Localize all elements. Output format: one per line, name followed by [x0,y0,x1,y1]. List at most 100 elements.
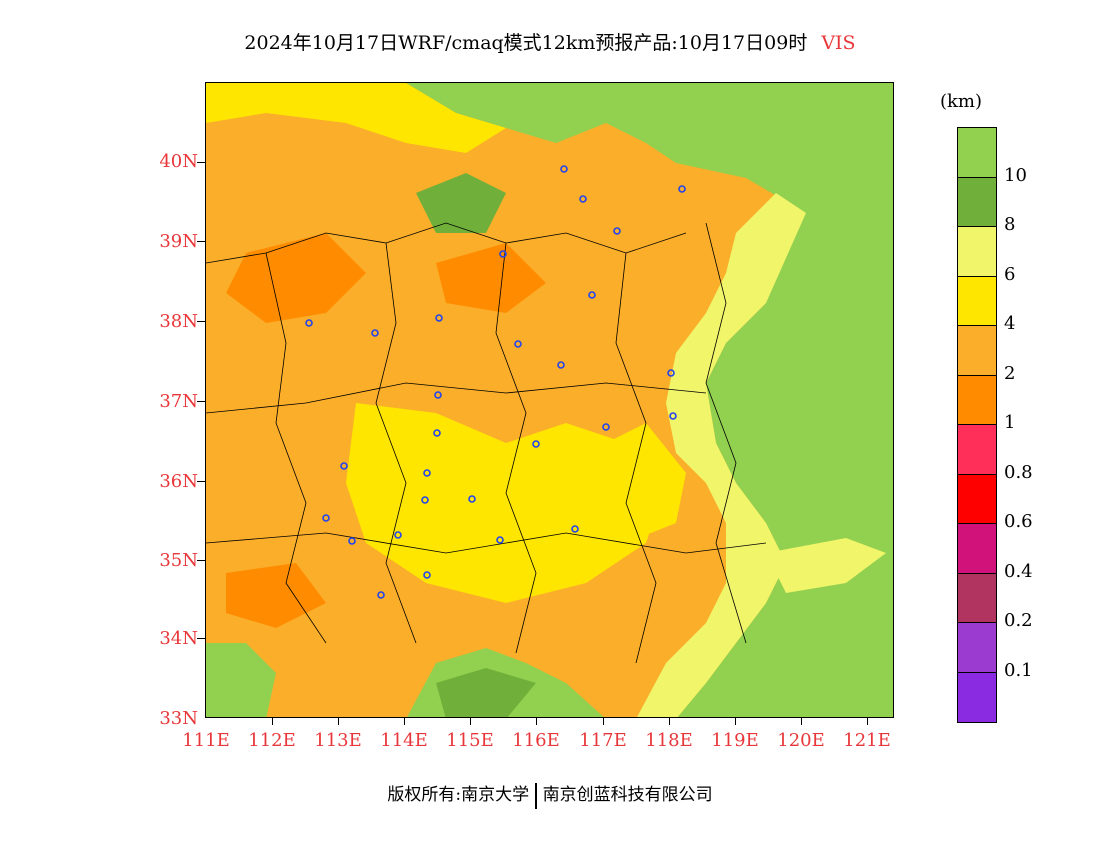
lat-label-39n: 39N [159,231,198,252]
lat-tick [197,481,205,482]
legend-swatch [958,474,996,524]
legend-swatch [958,326,996,376]
station-marker [499,250,507,258]
station-marker [377,591,385,599]
region-vis-gt10-north [206,83,893,213]
lat-label-35n: 35N [159,550,198,571]
legend-label: 10 [1004,164,1027,186]
lon-label-112e: 112E [248,730,296,751]
lon-tick [603,718,604,725]
title-text: 2024年10月17日WRF/cmaq模式12km预报产品:10月17日09时 [244,32,808,54]
lat-tick [197,401,205,402]
lon-tick [536,718,537,725]
region-vis-4-6-northwest [206,83,506,153]
lon-tick [735,718,736,725]
lon-tick [470,718,471,725]
vis-color-legend [957,127,997,723]
station-marker [557,361,565,369]
legend-swatch [958,375,996,425]
city-stations [305,165,686,599]
lon-label-111e: 111E [182,730,230,751]
station-marker [434,391,442,399]
lat-label-37n: 37N [159,391,198,412]
lon-label-119e: 119E [711,730,759,751]
copyright-footer: 版权所有:南京大学 南京创蓝科技有限公司 [0,780,1100,809]
station-marker [468,495,476,503]
copyright-company: 南京创蓝科技有限公司 [542,785,713,805]
footer-separator [535,782,537,809]
station-marker [579,195,587,203]
region-vis-6-8-east [637,193,806,717]
variable-name: VIS [821,32,856,54]
lon-tick [404,718,405,725]
lon-tick [669,718,670,725]
legend-label: 0.4 [1004,560,1033,582]
region-vis-8-10-south [436,668,536,717]
map-canvas [206,83,893,717]
station-marker [496,536,504,544]
lon-label-114e: 114E [380,730,428,751]
station-marker [433,429,441,437]
legend-label: 4 [1004,313,1016,334]
legend-label: 0.8 [1004,461,1033,483]
copyright-owner: 版权所有:南京大学 [387,785,530,805]
legend-unit: (km) [940,91,983,112]
station-marker [435,314,443,322]
lon-label-120e: 120E [777,730,825,751]
lon-tick [272,718,273,725]
lon-label-116e: 116E [512,730,560,751]
station-marker [371,329,379,337]
legend-swatch [958,425,996,475]
lat-tick [197,162,205,163]
chart-title: 2024年10月17日WRF/cmaq模式12km预报产品:10月17日09时 V… [0,28,1100,55]
legend-label: 2 [1004,362,1016,384]
station-marker [678,185,686,193]
legend-swatch [958,573,996,623]
lat-label-36n: 36N [159,471,198,492]
region-vis-gt10-southwest [206,643,276,717]
lon-label-115e: 115E [446,730,494,751]
station-marker [423,469,431,477]
lon-label-113e: 113E [314,730,362,751]
station-marker [305,319,313,327]
station-marker [571,525,579,533]
legend-label: 1 [1004,412,1016,433]
station-marker [532,440,540,448]
region-vis-1-2-southwest [226,563,326,628]
lat-tick [197,560,205,561]
station-marker [613,227,621,235]
region-vis-8-10-north [416,173,506,233]
lat-label-38n: 38N [159,311,198,332]
legend-swatch [958,128,996,178]
lon-label-117e: 117E [579,730,627,751]
station-marker [588,291,596,299]
station-marker [421,496,429,504]
station-marker [667,369,675,377]
station-marker [348,537,356,545]
lat-tick [197,321,205,322]
province-boundaries [206,222,767,664]
station-marker [602,423,610,431]
lon-label-118e: 118E [645,730,693,751]
legend-swatch [958,227,996,277]
region-vis-1-2-west [226,233,366,323]
station-marker [560,165,568,173]
legend-label: 0.2 [1004,610,1033,631]
lat-label-40n: 40N [159,151,198,172]
station-marker [322,514,330,522]
legend-swatch [958,672,996,722]
legend-swatch [958,623,996,673]
region-vis-1-2-north [436,243,546,313]
region-vis-4-6-center-east [566,423,686,543]
legend-label: 0.6 [1004,511,1033,532]
lat-label-33n: 33N [159,708,198,729]
legend-swatch [958,177,996,227]
station-marker [394,531,402,539]
lat-label-34n: 34N [159,628,198,649]
lat-tick [197,638,205,639]
legend-label: 8 [1004,214,1016,235]
lon-tick [338,718,339,725]
station-marker [514,340,522,348]
station-marker [669,412,677,420]
station-marker [340,462,348,470]
